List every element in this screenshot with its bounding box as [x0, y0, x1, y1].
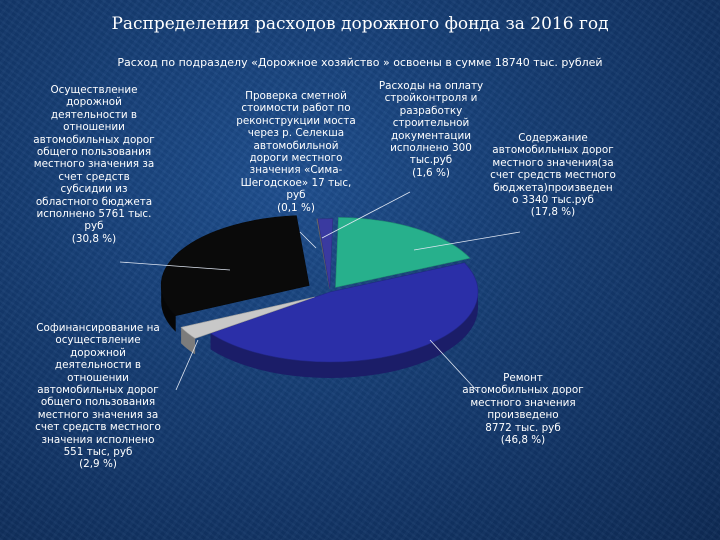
leader-line-cofinance — [175, 339, 199, 391]
pie-wall-cofinance — [181, 327, 196, 355]
leader-line-estimate — [299, 231, 317, 249]
pie-wall-subsidy — [161, 285, 176, 332]
pie-slice-cofinance — [180, 296, 315, 339]
label-maintenance: Содержание автомобильных дорог местного … — [490, 132, 616, 219]
pie-slice-estimate — [316, 218, 330, 289]
pie-wall-repair — [210, 292, 478, 379]
leader-line-maintenance — [413, 231, 521, 251]
label-subsidy: Осуществление дорожной деятельности в от… — [33, 84, 155, 245]
label-cofinance: Софинансирование на осуществление дорожн… — [35, 322, 161, 471]
pie-slice-subsidy — [160, 215, 310, 317]
leader-line-repair — [429, 339, 479, 393]
page-title: Распределения расходов дорожного фонда з… — [111, 14, 609, 34]
pie-slice-repair — [209, 262, 479, 363]
pie-slice-control — [317, 218, 334, 289]
leader-line-control — [321, 191, 411, 239]
leader-line-subsidy — [119, 261, 231, 271]
label-control: Расходы на оплату стройконтроля и разраб… — [378, 80, 484, 179]
pie-slice-maintenance — [335, 217, 471, 288]
page-subtitle: Расход по подразделу «Дорожное хозяйство… — [117, 56, 603, 69]
label-estimate: Проверка сметной стоимости работ по реко… — [236, 90, 356, 214]
label-repair: Ремонт автомобильных дорог местного знач… — [462, 372, 584, 447]
